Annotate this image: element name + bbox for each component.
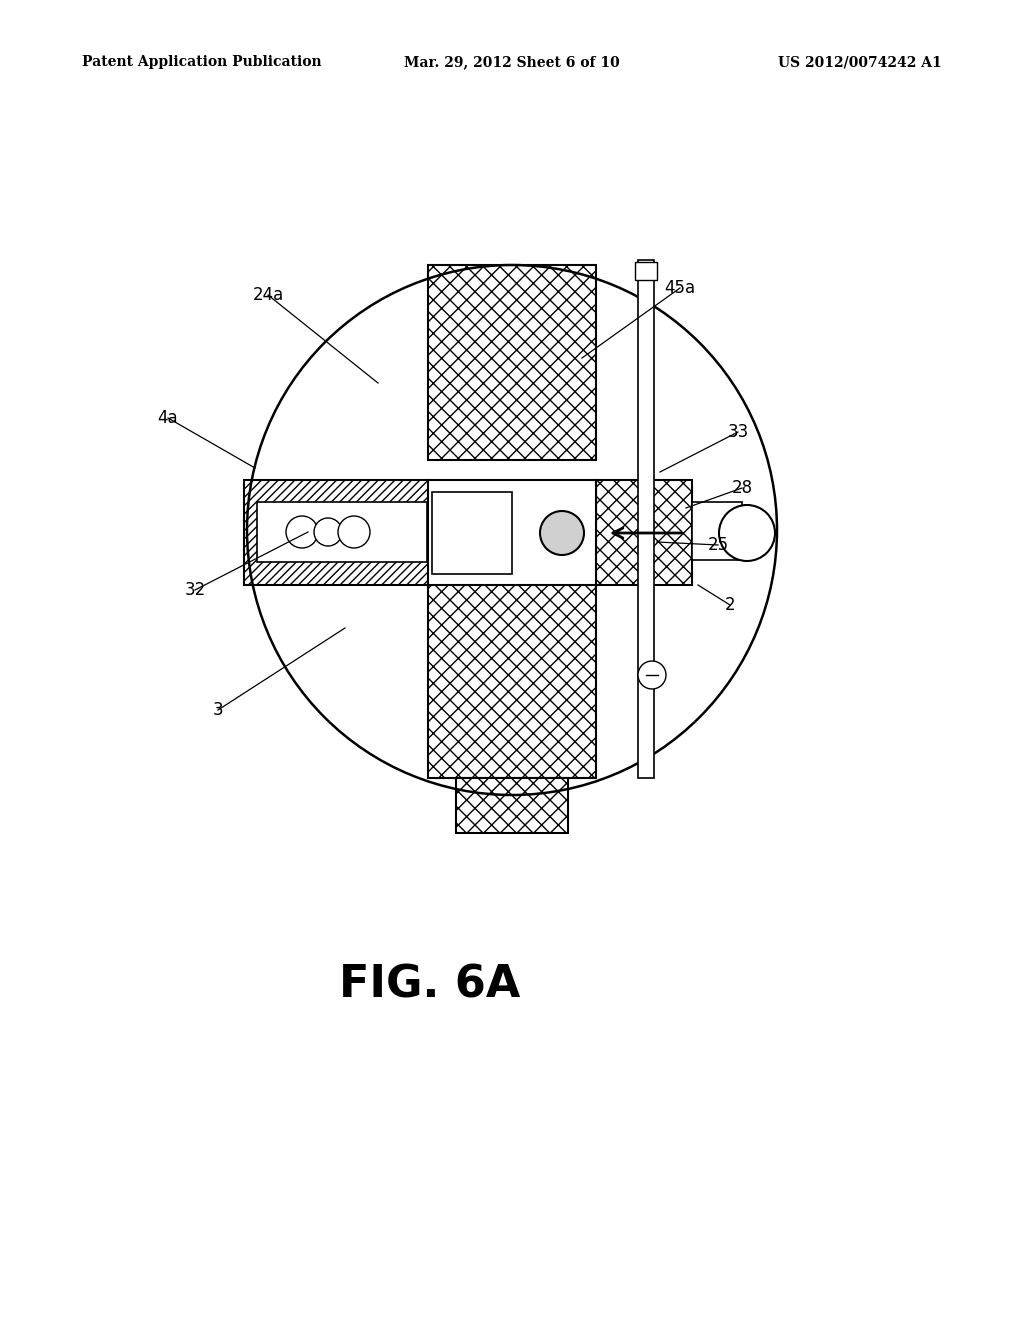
Text: 32: 32 [184, 581, 206, 599]
Bar [635, 261, 657, 280]
Text: US 2012/0074242 A1: US 2012/0074242 A1 [778, 55, 942, 69]
Circle shape [314, 517, 342, 546]
Text: 25: 25 [708, 536, 728, 554]
Text: 28: 28 [731, 479, 753, 498]
Text: Mar. 29, 2012 Sheet 6 of 10: Mar. 29, 2012 Sheet 6 of 10 [404, 55, 620, 69]
Bar [456, 777, 568, 833]
Text: FIG. 6A: FIG. 6A [339, 964, 520, 1006]
Bar [428, 578, 596, 777]
Bar [638, 260, 654, 777]
Text: 33: 33 [727, 422, 749, 441]
Circle shape [719, 506, 775, 561]
Circle shape [338, 516, 370, 548]
Bar [257, 502, 427, 562]
Bar [244, 480, 429, 585]
Text: 24a: 24a [252, 286, 284, 304]
Text: 45a: 45a [665, 279, 695, 297]
Bar [428, 265, 596, 459]
Circle shape [286, 516, 318, 548]
Text: 2: 2 [725, 597, 735, 614]
Text: 3: 3 [213, 701, 223, 719]
Bar [428, 480, 596, 585]
Circle shape [638, 661, 666, 689]
Bar [432, 492, 512, 574]
Text: 4a: 4a [158, 409, 178, 426]
Text: Patent Application Publication: Patent Application Publication [82, 55, 322, 69]
Bar [692, 502, 742, 560]
Circle shape [540, 511, 584, 554]
Bar [596, 480, 692, 585]
